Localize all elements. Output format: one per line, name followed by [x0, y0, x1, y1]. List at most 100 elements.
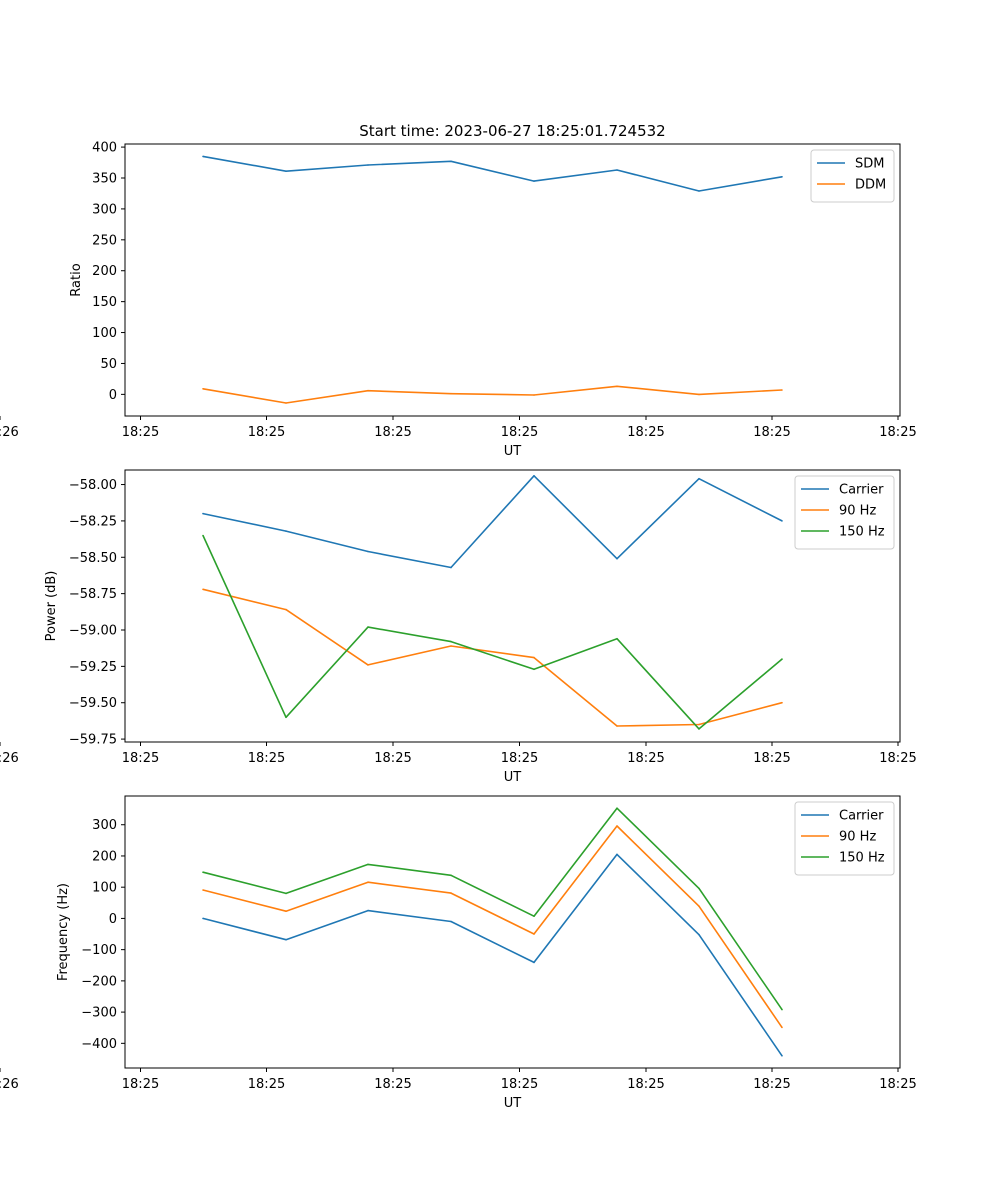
- legend-label: 150 Hz: [839, 525, 885, 540]
- data-point: [202, 388, 204, 390]
- axes-frame: [124, 795, 901, 1069]
- data-point: [533, 961, 535, 964]
- series-line-ddm: [202, 385, 783, 404]
- data-point: [533, 933, 535, 935]
- data-point: [285, 402, 287, 404]
- x-tick-label: 18:25: [501, 751, 538, 766]
- x-axis-label: UT: [504, 1096, 522, 1111]
- y-tick-label: 100: [92, 881, 117, 896]
- data-point: [202, 588, 204, 591]
- data-point: [698, 905, 700, 907]
- y-tick-label: −100: [81, 943, 117, 958]
- x-tick-label: 18:25: [374, 1077, 411, 1092]
- data-point: [285, 892, 287, 895]
- data-point: [367, 863, 369, 866]
- y-tick-label: 50: [100, 357, 117, 372]
- y-tick-label: −59.00: [69, 624, 117, 639]
- y-tick-label: 0: [109, 388, 117, 403]
- data-point: [450, 892, 452, 894]
- data-point: [285, 608, 287, 611]
- data-point: [616, 557, 618, 560]
- y-tick-label: 300: [92, 818, 117, 833]
- ratio-panel: 0 50 100 150 200 250 300 350 400 18:25 18:25 18:25 1…: [0, 141, 917, 459]
- x-tick-label: 18:25: [501, 1077, 538, 1092]
- x-tick-label: 18:25: [627, 425, 664, 440]
- axes-frame: [124, 469, 901, 743]
- y-tick-label: −300: [81, 1006, 117, 1021]
- series-line-carrier: [202, 474, 783, 569]
- data-point: [285, 530, 287, 532]
- data-point: [367, 389, 369, 392]
- data-point: [781, 1055, 783, 1057]
- data-point: [616, 385, 618, 388]
- data-point: [781, 389, 783, 391]
- data-point: [781, 520, 783, 522]
- y-tick-label: −59.75: [69, 733, 117, 748]
- data-point: [781, 176, 783, 178]
- data-point: [450, 645, 452, 647]
- y-tick-label: −400: [81, 1037, 117, 1052]
- data-point: [533, 656, 535, 659]
- data-point: [285, 170, 287, 172]
- data-point: [202, 512, 204, 515]
- y-tick-label: 0: [109, 912, 117, 927]
- x-tick-label: 18:25: [753, 751, 790, 766]
- data-point: [616, 637, 618, 640]
- y-tick-label: −58.25: [69, 514, 117, 529]
- data-point: [616, 853, 618, 856]
- x-tick-label: 18:26: [0, 425, 19, 440]
- data-point: [781, 1026, 783, 1029]
- data-point: [698, 933, 700, 936]
- series-line-90-hz: [202, 825, 783, 1028]
- x-tick-label: 18:25: [627, 751, 664, 766]
- y-tick-label: −58.75: [69, 587, 117, 602]
- y-axis-label: Power (dB): [44, 571, 59, 642]
- data-point: [202, 917, 204, 920]
- data-point: [698, 477, 700, 480]
- data-point: [533, 394, 535, 396]
- data-point: [698, 190, 700, 192]
- y-tick-label: 300: [92, 202, 117, 217]
- legend-label: 90 Hz: [839, 830, 876, 845]
- y-tick-label: 200: [92, 264, 117, 279]
- y-axis-label: Frequency (Hz): [56, 883, 71, 981]
- x-tick-label: 18:26: [0, 751, 19, 766]
- series-line-sdm: [202, 155, 783, 192]
- figure-title: Start time: 2023-06-27 18:25:01.724532: [359, 122, 665, 140]
- data-point: [285, 716, 287, 719]
- series-line-150-hz: [202, 535, 783, 730]
- frequency-panel: −400 −300 −200 −100 0 100 200 300 18:25 18:25 18:2…: [0, 795, 917, 1111]
- y-tick-label: 250: [92, 233, 117, 248]
- x-tick-label: 18:25: [248, 425, 285, 440]
- x-tick-label: 18:26: [0, 1077, 19, 1092]
- data-point: [367, 550, 369, 553]
- y-tick-label: −200: [81, 974, 117, 989]
- y-tick-label: −58.50: [69, 551, 117, 566]
- data-point: [367, 164, 369, 166]
- series-line-150-hz: [202, 807, 783, 1011]
- series-line-90-hz: [202, 588, 783, 727]
- data-point: [781, 1008, 783, 1011]
- data-point: [450, 874, 452, 877]
- data-point: [202, 889, 204, 891]
- x-tick-label: 18:25: [879, 751, 916, 766]
- data-point: [367, 881, 369, 883]
- data-point: [698, 723, 700, 726]
- x-tick-label: 18:25: [627, 1077, 664, 1092]
- legend-label: 150 Hz: [839, 851, 885, 866]
- y-tick-label: −59.50: [69, 696, 117, 711]
- y-tick-label: −58.00: [69, 478, 117, 493]
- x-tick-label: 18:25: [122, 425, 159, 440]
- x-tick-label: 18:25: [501, 425, 538, 440]
- x-tick-label: 18:25: [248, 1077, 285, 1092]
- data-point: [616, 169, 618, 171]
- x-tick-label: 18:25: [879, 425, 916, 440]
- data-point: [367, 626, 369, 628]
- x-tick-label: 18:25: [374, 425, 411, 440]
- data-point: [533, 668, 535, 671]
- data-point: [367, 909, 369, 912]
- legend-label: DDM: [855, 178, 886, 193]
- x-axis-label: UT: [504, 444, 522, 459]
- data-point: [781, 658, 783, 660]
